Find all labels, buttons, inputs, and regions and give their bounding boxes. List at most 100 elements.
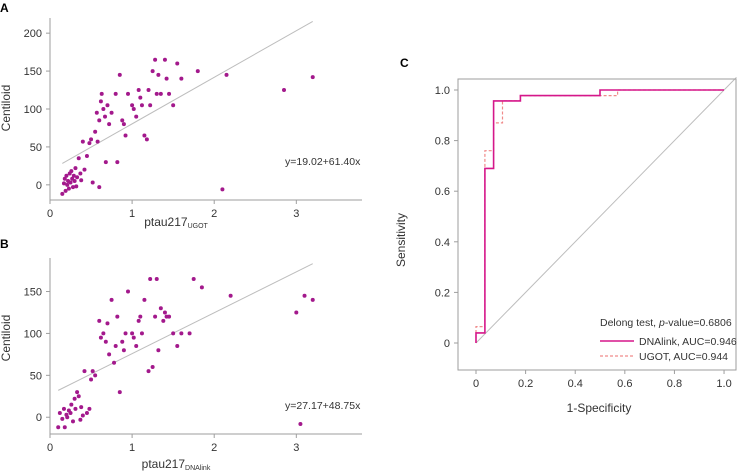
legend-title-suffix: -value=0.6806 <box>665 317 732 329</box>
scatter-point <box>220 187 225 192</box>
scatter-point <box>103 160 108 165</box>
scatter-point <box>78 171 83 176</box>
scatter-point <box>101 107 106 111</box>
x-tick-label: 0.2 <box>518 378 533 390</box>
scatter-point <box>105 321 110 326</box>
x-tick-label: 2 <box>211 208 217 220</box>
scatter-point <box>84 154 89 159</box>
scatter-point <box>310 75 315 80</box>
scatter-point <box>123 133 128 138</box>
regression-line <box>62 20 313 164</box>
scatter-point <box>97 185 102 190</box>
panel-b: B 0 50 100 150 0 1 2 3 y=27.17+48.75x Centiloid… <box>0 237 362 472</box>
scatter-point <box>113 91 118 96</box>
panel-b-fit-line <box>57 263 313 391</box>
scatter-point <box>146 369 151 374</box>
panel-c-axes: 0 0.2 0.4 0.6 0.8 1.0 0 0.2 0.4 0.6 0.8 1.0 <box>435 78 737 390</box>
scatter-point <box>150 69 155 74</box>
y-tick-label: 150 <box>24 287 42 299</box>
scatter-point <box>62 425 67 430</box>
x-tick-label: 0.4 <box>568 378 583 390</box>
scatter-point <box>171 103 176 108</box>
y-tick-label: 0 <box>36 180 42 192</box>
panel-c-legend: Delong test, p-value=0.6806 DNAlink, AUC… <box>600 317 737 363</box>
legend-title-p: p <box>658 317 665 329</box>
scatter-point <box>61 406 66 411</box>
panel-a-axes: 0 50 100 150 200 0 1 2 3 <box>24 18 362 220</box>
x-tick-label: 1.0 <box>716 378 731 390</box>
scatter-point <box>95 139 100 144</box>
scatter-point <box>72 179 77 184</box>
y-tick-label: 1.0 <box>435 85 450 97</box>
y-tick-label: 0.2 <box>435 287 450 299</box>
scatter-point <box>68 180 73 185</box>
scatter-point <box>130 103 135 108</box>
scatter-point <box>78 417 83 422</box>
scatter-point <box>121 348 126 353</box>
scatter-point <box>302 293 307 298</box>
scatter-point <box>113 344 118 348</box>
scatter-point <box>98 335 103 340</box>
scatter-point <box>82 369 87 374</box>
scatter-point <box>115 160 120 165</box>
y-tick-label: 50 <box>30 142 42 154</box>
panel-a-x-label: ptau217UGOT <box>144 215 208 230</box>
scatter-point <box>103 114 108 119</box>
scatter-point <box>66 186 71 191</box>
scatter-point <box>121 122 126 127</box>
y-tick-label: 200 <box>24 28 42 40</box>
scatter-point <box>150 364 155 369</box>
panel-b-letter: B <box>0 237 9 251</box>
scatter-point <box>109 110 114 115</box>
scatter-point <box>64 173 69 178</box>
scatter-point <box>158 91 163 96</box>
panel-a-x-label-sub: UGOT <box>188 223 209 230</box>
scatter-point <box>171 331 176 336</box>
x-tick-label: 0.8 <box>667 378 682 390</box>
scatter-point <box>72 396 77 401</box>
scatter-point <box>87 406 92 411</box>
scatter-point <box>191 276 196 281</box>
scatter-point <box>179 76 184 81</box>
scatter-point <box>82 167 87 172</box>
scatter-point <box>62 176 67 181</box>
panel-c-reference-line <box>475 76 737 344</box>
scatter-point <box>167 91 172 96</box>
scatter-point <box>60 191 65 196</box>
scatter-point <box>117 390 122 395</box>
plot-frame <box>457 78 737 371</box>
scatter-point <box>93 129 98 134</box>
scatter-point <box>228 293 233 298</box>
chance-diagonal <box>475 76 737 344</box>
scatter-point <box>90 180 95 185</box>
y-tick-label: 100 <box>24 104 42 116</box>
scatter-point <box>162 310 167 315</box>
scatter-point <box>139 331 144 336</box>
scatter-point <box>57 411 62 416</box>
y-tick-label: 0.4 <box>435 237 450 249</box>
scatter-point <box>146 88 151 93</box>
scatter-point <box>126 91 130 96</box>
scatter-point <box>294 310 299 315</box>
scatter-point <box>76 394 81 399</box>
panel-a-x-label-main: ptau217 <box>144 215 188 229</box>
scatter-point <box>93 373 98 378</box>
scatter-point <box>154 276 159 281</box>
scatter-point <box>167 314 172 319</box>
scatter-point <box>130 331 135 336</box>
scatter-point <box>98 99 103 104</box>
y-tick-label: 0 <box>36 412 42 424</box>
x-tick-label: 3 <box>293 208 299 220</box>
x-tick-label: 2 <box>211 442 217 454</box>
scatter-point <box>187 331 192 336</box>
scatter-point <box>162 57 167 62</box>
panel-c: C 0 0.2 0.4 0.6 0.8 1.0 0 0.2 0.4 0.6 0.8 1.0 Sensi… <box>394 56 737 415</box>
scatter-point <box>161 318 166 323</box>
panel-b-x-label-main: ptau217 <box>142 457 186 471</box>
x-tick-label: 0 <box>47 442 53 454</box>
panel-b-points <box>56 276 315 430</box>
scatter-point <box>120 118 125 123</box>
panel-a-points <box>60 57 315 196</box>
scatter-point <box>75 175 80 180</box>
scatter-point <box>99 91 104 96</box>
